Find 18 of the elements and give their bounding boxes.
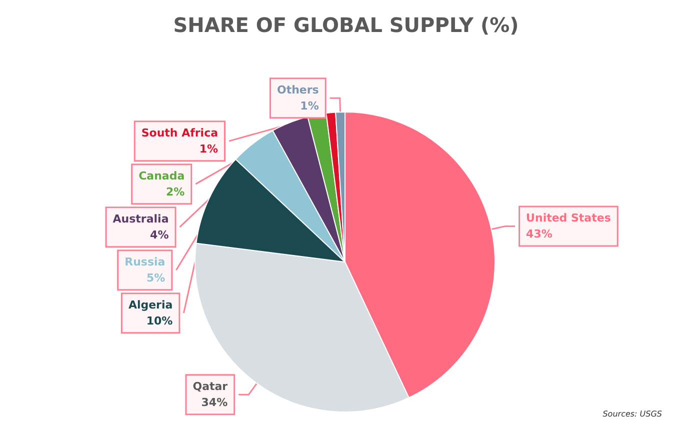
slice-label: South Africa xyxy=(141,126,218,140)
slice-label: United States xyxy=(526,212,612,225)
data-label: 1% xyxy=(300,100,319,113)
slice-label: Algeria xyxy=(128,298,173,312)
data-label: 10% xyxy=(146,314,173,328)
source-note: Sources: USGS xyxy=(602,410,662,418)
data-label: 2% xyxy=(166,186,185,199)
slice-label: Australia xyxy=(112,212,169,226)
data-label: 34% xyxy=(201,396,228,410)
data-label: 1% xyxy=(199,142,218,156)
data-label: 43% xyxy=(526,228,552,241)
data-label: 4% xyxy=(150,228,169,242)
chart-title: SHARE OF GLOBAL SUPPLY (%) xyxy=(173,13,519,37)
data-label: 5% xyxy=(146,272,166,285)
slice-label: Others xyxy=(276,84,320,97)
slice-label: Russia xyxy=(124,256,166,269)
slice-label: Canada xyxy=(138,170,185,183)
slice-label: Qatar xyxy=(192,380,228,394)
